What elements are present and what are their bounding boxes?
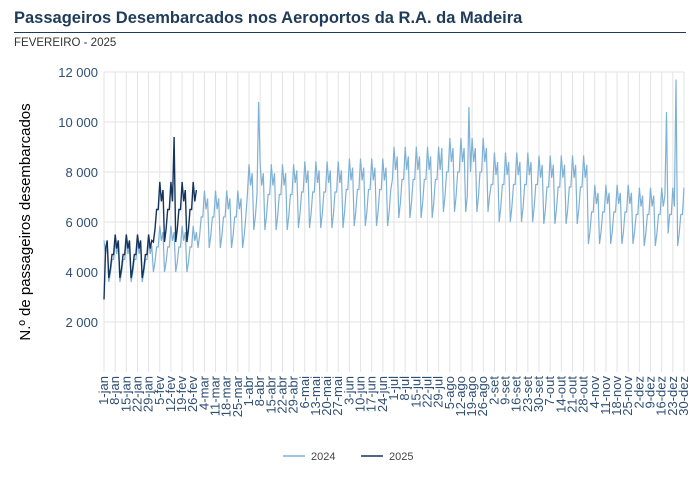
- x-tick-label: 3-jun: [341, 376, 356, 405]
- x-tick-label: 23-dez: [665, 376, 680, 416]
- x-tick-label: 8-abr: [252, 375, 267, 406]
- x-tick-label: 10-jun: [353, 376, 368, 412]
- x-tick-label: 20-mai: [319, 376, 334, 416]
- x-tick-label: 5-ago: [442, 376, 457, 409]
- x-tick-label: 14-out: [553, 376, 568, 413]
- x-tick-label: 2-dez: [631, 376, 646, 409]
- y-axis-label: N.º de passageiros desembarcados: [17, 103, 34, 340]
- y-axis-ticks: 2 000 4 000 6 000 8 000 10 000 12 000: [58, 65, 98, 330]
- x-tick-label: 12-fev: [163, 376, 178, 413]
- series-line-2025: [103, 136, 198, 300]
- x-tick-label: 1-abr: [241, 375, 256, 406]
- x-tick-label: 29-jul: [431, 376, 446, 408]
- x-tick-label: 22-jan: [129, 376, 144, 412]
- y-tick-label: 4 000: [65, 265, 98, 280]
- x-tick-label: 9-set: [498, 376, 513, 405]
- gridlines: [103, 71, 685, 372]
- series-line-2024: [103, 79, 685, 283]
- x-tick-label: 25-mar: [230, 375, 245, 417]
- x-tick-label: 26-fev: [185, 376, 200, 413]
- x-tick-label: 9-dez: [643, 376, 658, 409]
- x-tick-label: 16-dez: [654, 376, 669, 416]
- x-tick-label: 21-out: [564, 376, 579, 413]
- legend-label-2024: 2024: [311, 451, 335, 463]
- x-tick-label: 7-out: [542, 376, 557, 406]
- x-tick-label: 25-nov: [620, 376, 635, 416]
- x-tick-label: 13-mai: [308, 376, 323, 416]
- x-tick-label: 1-jul: [386, 376, 401, 401]
- x-tick-label: 30-dez: [676, 376, 691, 416]
- x-tick-label: 28-out: [576, 376, 591, 413]
- x-tick-label: 6-mai: [297, 376, 312, 409]
- x-tick-label: 27-mai: [330, 376, 345, 416]
- x-tick-label: 19-fev: [174, 376, 189, 413]
- x-tick-label: 29-abr: [286, 375, 301, 413]
- x-tick-label: 1-jan: [96, 376, 111, 405]
- chart-title: Passageiros Desembarcados nos Aeroportos…: [14, 9, 523, 27]
- x-tick-label: 15-abr: [263, 375, 278, 413]
- x-tick-label: 15-jul: [408, 376, 423, 408]
- x-tick-label: 19-ago: [464, 376, 479, 416]
- legend-label-2025: 2025: [389, 451, 413, 463]
- x-tick-label: 5-fev: [152, 376, 167, 405]
- x-tick-label: 30-set: [531, 376, 546, 413]
- x-tick-label: 2-set: [486, 376, 501, 405]
- y-tick-label: 10 000: [58, 115, 98, 130]
- x-tick-label: 18-mar: [219, 375, 234, 417]
- x-tick-label: 12-ago: [453, 376, 468, 416]
- x-tick-label: 11-mar: [208, 375, 223, 416]
- y-tick-label: 12 000: [58, 65, 98, 80]
- x-tick-label: 16-set: [509, 376, 524, 413]
- x-tick-label: 18-nov: [609, 376, 624, 416]
- legend: 2024 2025: [283, 451, 413, 463]
- x-tick-label: 4-nov: [587, 376, 602, 409]
- x-tick-label: 4-mar: [196, 375, 211, 410]
- x-tick-label: 29-jan: [141, 376, 156, 412]
- x-tick-label: 22-jul: [419, 376, 434, 408]
- x-axis-ticks: 1-jan8-jan15-jan22-jan29-jan5-fev12-fev1…: [96, 375, 691, 417]
- x-tick-label: 24-jun: [375, 376, 390, 412]
- y-tick-label: 8 000: [65, 165, 98, 180]
- x-tick-label: 22-abr: [274, 375, 289, 413]
- x-tick-label: 23-set: [520, 376, 535, 413]
- chart-subtitle: FEVEREIRO - 2025: [14, 37, 117, 49]
- series-lines: [103, 79, 685, 300]
- x-tick-label: 15-jan: [118, 376, 133, 412]
- y-tick-label: 2 000: [65, 315, 98, 330]
- x-tick-label: 26-ago: [475, 376, 490, 416]
- title-divider: [14, 32, 686, 33]
- x-tick-label: 8-jan: [107, 376, 122, 405]
- x-tick-label: 17-jun: [364, 376, 379, 412]
- y-tick-label: 6 000: [65, 215, 98, 230]
- x-tick-label: 11-nov: [598, 376, 613, 415]
- x-tick-label: 8-jul: [397, 376, 412, 401]
